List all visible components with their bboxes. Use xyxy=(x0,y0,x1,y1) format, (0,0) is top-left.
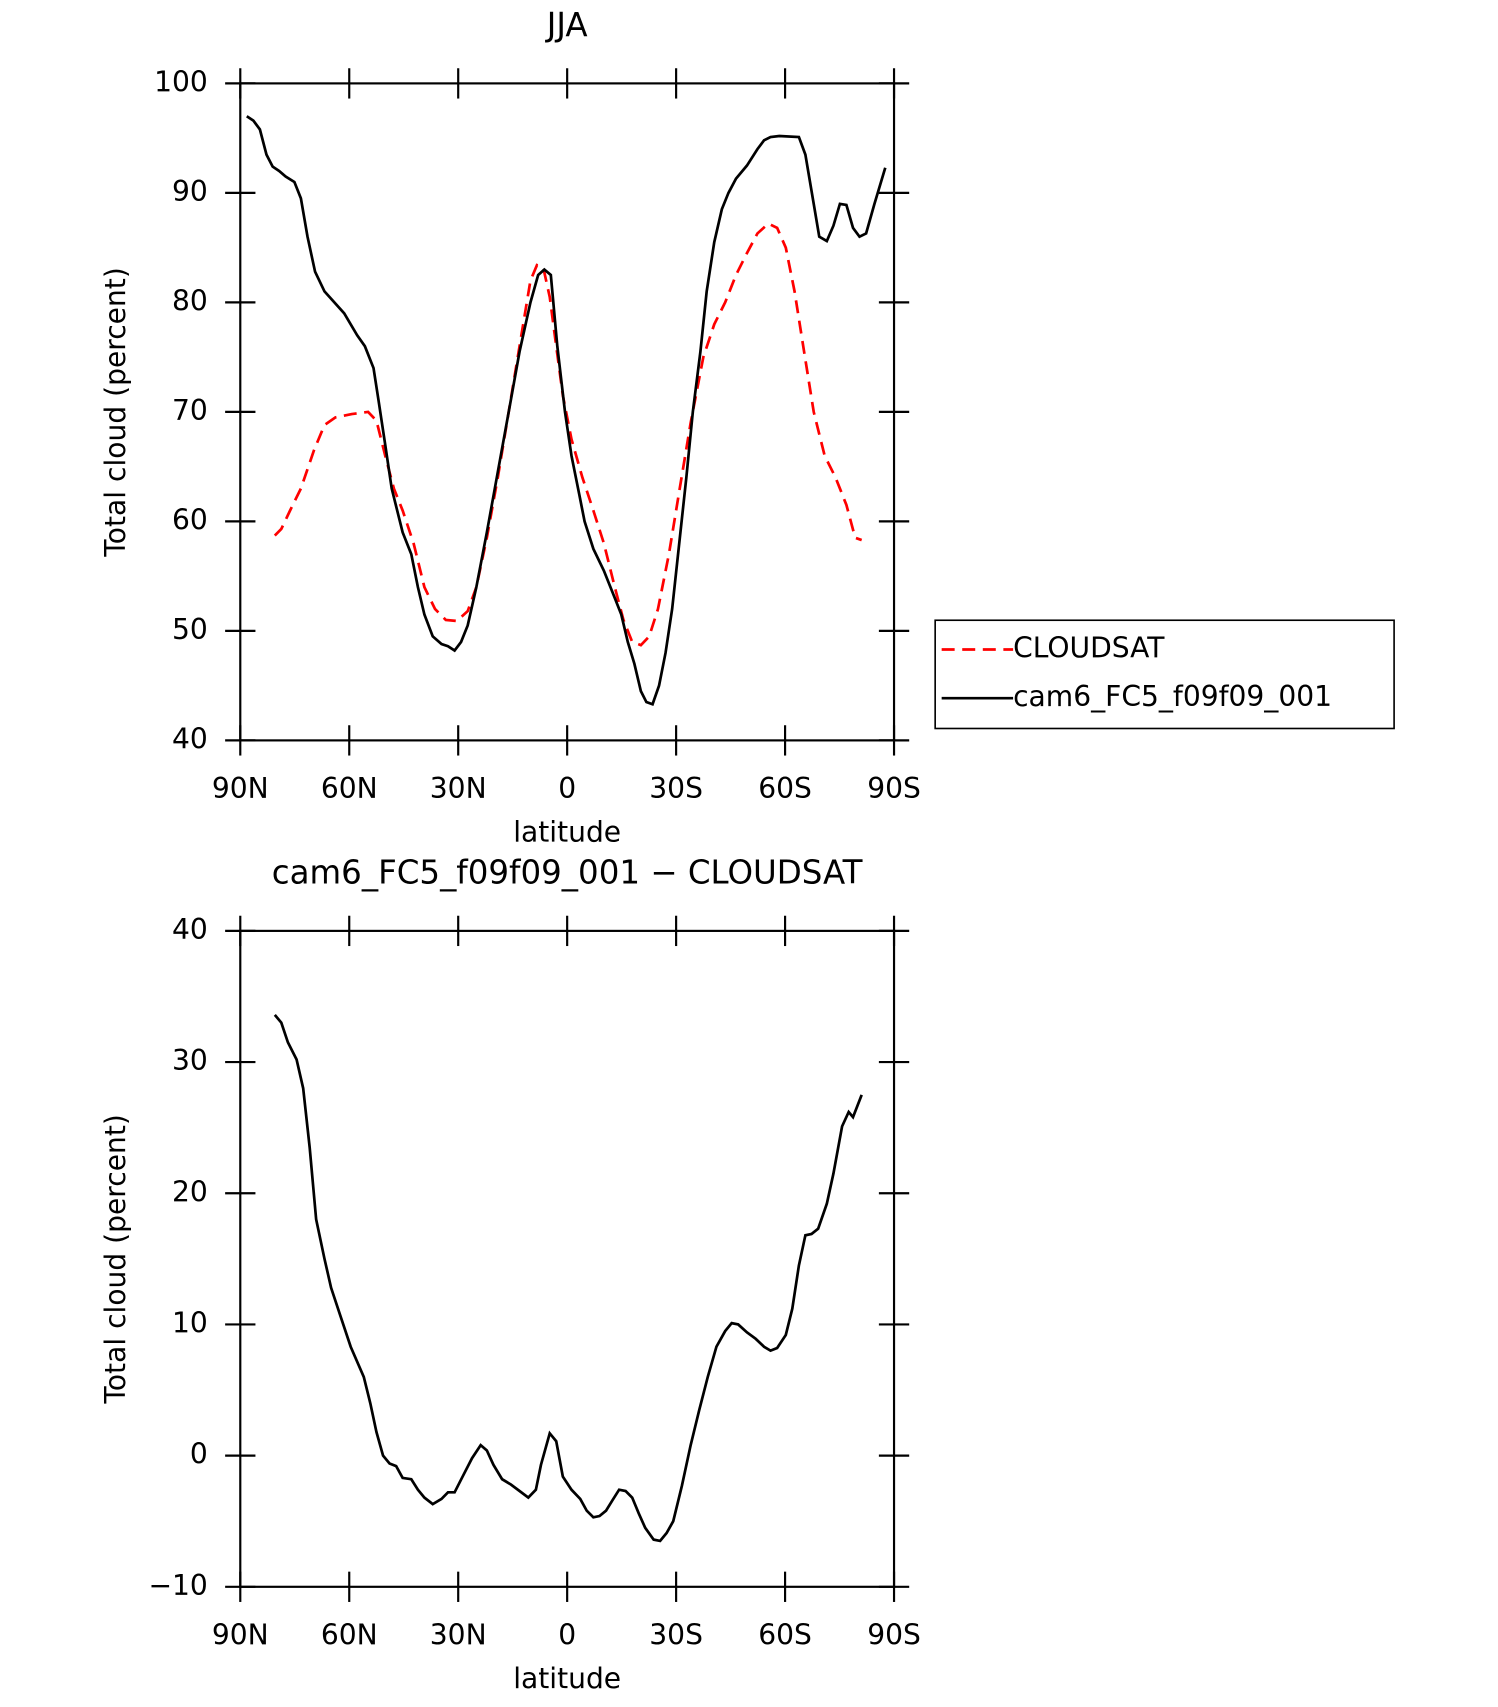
x-tick-label: 90S xyxy=(867,772,921,805)
y-tick-label: 0 xyxy=(190,1438,208,1471)
line-series xyxy=(273,1014,863,1543)
y-tick-label: 60 xyxy=(172,503,208,536)
x-axis-label: latitude xyxy=(513,815,621,848)
plot-frame xyxy=(239,929,896,1588)
x-tick-label: 30N xyxy=(430,772,487,805)
x-tick-label: 90N xyxy=(212,1619,269,1652)
y-tick-label: 90 xyxy=(172,175,208,208)
x-tick-label: 0 xyxy=(558,772,576,805)
line-series xyxy=(246,115,887,706)
y-tick-label: 20 xyxy=(172,1175,208,1208)
legend-box xyxy=(934,619,1395,730)
chart-title: cam6_FC5_f09f09_001 − CLOUDSAT xyxy=(272,854,863,892)
x-tick-label: 90N xyxy=(212,772,269,805)
legend-label: cam6_FC5_f09f09_001 xyxy=(1013,680,1332,713)
y-tick-label: −10 xyxy=(148,1569,207,1602)
x-tick-label: 90S xyxy=(867,1619,921,1652)
y-tick-label: 70 xyxy=(172,394,208,427)
x-tick-label: 30S xyxy=(649,772,703,805)
y-tick-label: 30 xyxy=(172,1044,208,1077)
x-tick-label: 60N xyxy=(321,772,378,805)
y-axis-label: Total cloud (percent) xyxy=(99,267,132,557)
legend-label: CLOUDSAT xyxy=(1013,631,1165,664)
y-tick-label: 10 xyxy=(172,1306,208,1339)
plot-frame xyxy=(239,82,896,742)
y-tick-label: 40 xyxy=(172,722,208,755)
x-tick-label: 60S xyxy=(758,772,812,805)
y-tick-label: 50 xyxy=(172,613,208,646)
x-axis-label: latitude xyxy=(513,1662,621,1695)
x-tick-label: 30S xyxy=(649,1619,703,1652)
chart-title: JJA xyxy=(545,6,588,44)
y-tick-label: 40 xyxy=(172,913,208,946)
x-tick-label: 0 xyxy=(558,1619,576,1652)
x-tick-label: 60N xyxy=(321,1619,378,1652)
x-tick-label: 30N xyxy=(430,1619,487,1652)
x-tick-label: 60S xyxy=(758,1619,812,1652)
y-tick-label: 100 xyxy=(154,65,208,98)
y-tick-label: 80 xyxy=(172,284,208,317)
y-axis-label: Total cloud (percent) xyxy=(99,1114,132,1404)
